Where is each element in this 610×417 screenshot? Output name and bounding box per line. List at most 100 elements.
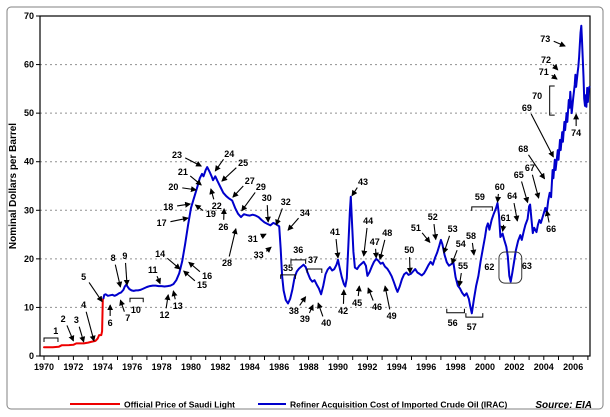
annotation-arrow xyxy=(552,64,559,71)
annotation-arrow xyxy=(553,40,566,47)
annotation-arrow xyxy=(513,202,520,222)
x-tick-label: 1984 xyxy=(240,362,260,372)
annotation-number: 7 xyxy=(125,313,130,323)
annotation-arrow xyxy=(361,227,368,257)
annotation-bracket xyxy=(306,268,323,274)
annotation-arrow xyxy=(500,224,507,232)
annotation-number: 68 xyxy=(518,144,528,154)
annotation-number: 57 xyxy=(467,322,477,332)
annotation-arrow xyxy=(184,157,203,167)
annotation-number: 73 xyxy=(540,34,550,44)
annotation-arrow xyxy=(183,270,196,282)
x-tick-label: 1988 xyxy=(299,362,319,372)
x-tick-label: 2004 xyxy=(534,362,554,372)
annotation-number: 67 xyxy=(525,163,535,173)
annotation-number: 14 xyxy=(155,249,165,259)
annotation-arrow xyxy=(171,290,178,300)
annotation-arrow xyxy=(521,181,530,204)
irac-series-line xyxy=(102,24,591,315)
annotation-number: 61 xyxy=(501,213,511,223)
annotation-number: 5 xyxy=(81,272,86,282)
saudi-light-series-line xyxy=(43,297,105,349)
annotation-arrow xyxy=(177,201,192,208)
annotation-arrow xyxy=(189,175,202,186)
annotation-arrow xyxy=(188,261,201,273)
annotation-arrow xyxy=(259,233,267,240)
annotation-number: 37 xyxy=(308,255,318,265)
x-tick-label: 1992 xyxy=(357,362,377,372)
annotation-number: 42 xyxy=(338,306,348,316)
annotation-number: 47 xyxy=(370,237,380,247)
annotation-arrow xyxy=(355,285,362,297)
annotation-arrow xyxy=(155,275,161,285)
x-tick-label: 1976 xyxy=(122,362,142,372)
annotation-arrow xyxy=(88,282,103,303)
annotation-arrow xyxy=(221,167,237,182)
annotation-number: 16 xyxy=(202,271,212,281)
x-tick-label: 1980 xyxy=(181,362,201,372)
annotation-arrow xyxy=(372,248,379,259)
annotation-number: 3 xyxy=(74,315,79,325)
annotation-arrow xyxy=(164,294,171,309)
annotation-vbracket xyxy=(549,85,555,116)
annotation-number: 48 xyxy=(382,228,392,238)
annotation-number: 9 xyxy=(122,251,127,261)
x-tick-label: 1986 xyxy=(269,362,289,372)
annotation-arrow xyxy=(119,299,125,312)
annotation-number: 59 xyxy=(475,192,485,202)
annotation-arrow xyxy=(530,113,554,158)
annotation-number: 13 xyxy=(173,301,183,311)
annotation-arrow xyxy=(299,296,307,306)
annotation-number: 10 xyxy=(131,305,141,315)
annotation-number: 60 xyxy=(495,182,505,192)
annotation-arrow xyxy=(421,232,431,243)
x-tick-label: 1998 xyxy=(446,362,466,372)
annotation-number: 54 xyxy=(456,239,466,249)
annotation-arrow xyxy=(450,250,458,265)
annotation-number: 15 xyxy=(197,280,207,290)
annotation-arrow xyxy=(232,185,244,198)
annotation-arrow xyxy=(265,246,272,253)
annotation-number: 2 xyxy=(61,314,66,324)
annotation-arrow xyxy=(166,257,181,270)
annotation-arrow xyxy=(85,311,96,342)
annotation-number: 19 xyxy=(206,209,216,219)
x-tick-label: 1972 xyxy=(63,362,83,372)
annotation-number: 27 xyxy=(245,176,255,186)
annotation-number: 53 xyxy=(448,224,458,234)
annotation-arrow xyxy=(367,287,374,301)
annotation-number: 74 xyxy=(571,128,581,138)
annotation-arrow xyxy=(531,174,541,199)
annotation-number: 32 xyxy=(281,197,291,207)
annotation-arrow xyxy=(228,227,238,257)
annotation-arrow xyxy=(432,223,439,241)
annotation-number: 58 xyxy=(466,231,476,241)
annotation-bracket xyxy=(465,313,484,318)
annotation-number: 6 xyxy=(108,318,113,328)
annotation-bracket xyxy=(129,297,144,303)
y-tick-label: 20 xyxy=(24,254,34,264)
x-tick-label: 1974 xyxy=(93,362,113,372)
annotation-arrow xyxy=(544,209,551,223)
legend-irac-label: Refiner Acquisition Cost of Imported Cru… xyxy=(290,400,508,410)
y-tick-label: 70 xyxy=(24,11,34,21)
annotation-bracket xyxy=(446,308,465,314)
annotation-arrow xyxy=(383,285,391,310)
annotation-arrow xyxy=(78,326,86,343)
annotation-number: 69 xyxy=(522,103,532,113)
annotation-number: 20 xyxy=(168,182,178,192)
annotation-number: 18 xyxy=(163,202,173,212)
annotation-number: 50 xyxy=(404,245,414,255)
annotation-bracket xyxy=(280,274,296,279)
figure-border xyxy=(6,6,604,410)
annotation-number: 33 xyxy=(254,250,264,260)
annotation-number: 62 xyxy=(484,262,494,272)
x-tick-label: 2006 xyxy=(563,362,583,372)
annotation-number: 49 xyxy=(387,311,397,321)
y-tick-label: 0 xyxy=(29,351,34,361)
annotation-arrow xyxy=(209,188,216,200)
annotation-number: 35 xyxy=(283,263,293,273)
annotation-arrow xyxy=(351,187,358,197)
